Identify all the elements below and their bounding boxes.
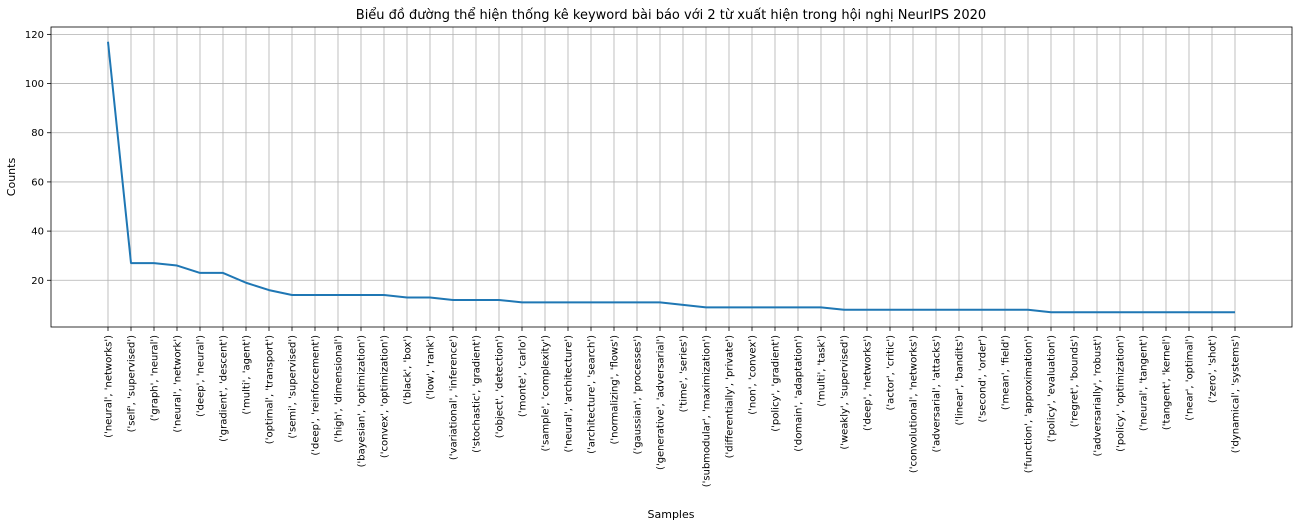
x-tick-label: ('dynamical', 'systems'): [1231, 335, 1242, 453]
x-tick-label: ('policy', 'optimization'): [1116, 335, 1127, 452]
x-tick-label: ('architecture', 'search'): [587, 335, 598, 454]
x-tick-label: ('second', 'order'): [978, 335, 989, 423]
y-axis: 20 40 60 80 100 120: [25, 30, 51, 287]
x-tick-label: ('neural', 'networks'): [104, 335, 115, 438]
x-tick-label: ('submodular', 'maximization'): [702, 335, 713, 487]
x-tick-label: ('generative', 'adversarial'): [656, 335, 667, 470]
x-tick-label: ('normalizing', 'flows'): [610, 335, 621, 445]
x-tick-label: ('high', 'dimensional'): [334, 335, 345, 443]
y-tick-label: 100: [25, 79, 44, 90]
x-tick-label: ('monte', 'carlo'): [518, 335, 529, 417]
x-tick-label: ('stochastic', 'gradient'): [472, 335, 483, 453]
x-tick-label: ('gradient', 'descent'): [219, 335, 230, 442]
x-tick-label: ('policy', 'gradient'): [771, 335, 782, 432]
x-tick-label: ('multi', 'agent'): [242, 335, 253, 415]
x-tick-label: ('adversarial', 'attacks'): [932, 335, 943, 453]
y-tick-label: 40: [31, 227, 44, 238]
x-tick-label: ('tangent', 'kernel'): [1162, 335, 1173, 430]
x-axis: ('neural', 'networks') ('self', 'supervis…: [104, 327, 1242, 487]
y-gridlines: [51, 33, 1292, 281]
x-tick-label: ('neural', 'tangent'): [1139, 335, 1150, 431]
x-tick-label: ('convex', 'optimization'): [380, 335, 391, 458]
y-tick-label: 20: [31, 276, 44, 287]
y-tick-label: 120: [25, 30, 44, 41]
y-tick-label: 80: [31, 128, 44, 139]
x-tick-label: ('sample', 'complexity'): [541, 335, 552, 452]
x-tick-label: ('time', 'series'): [679, 335, 690, 412]
x-tick-label: ('convolutional', 'networks'): [909, 335, 920, 473]
x-tick-label: ('black', 'box'): [403, 335, 414, 405]
y-axis-label: Counts: [5, 158, 18, 197]
x-tick-label: ('semi', 'supervised'): [288, 335, 299, 439]
y-tick-label: 60: [31, 177, 44, 188]
x-axis-label: Samples: [648, 508, 695, 521]
x-tick-label: ('mean', 'field'): [1001, 335, 1012, 410]
x-tick-label: ('deep', 'networks'): [863, 335, 874, 431]
x-tick-label: ('gaussian', 'processes'): [633, 335, 644, 455]
x-tick-label: ('near', 'optimal'): [1185, 335, 1196, 421]
plot-frame: [50, 26, 1293, 328]
x-tick-label: ('variational', 'inference'): [449, 335, 460, 460]
x-tick-label: ('domain', 'adaptation'): [794, 335, 805, 452]
x-tick-label: ('actor', 'critic'): [886, 335, 897, 411]
x-tick-label: ('function', 'approximation'): [1024, 335, 1035, 473]
x-tick-label: ('neural', 'architecture'): [564, 335, 575, 453]
chart-title: Biểu đồ đường thể hiện thống kê keyword …: [356, 8, 986, 23]
x-tick-label: ('differentially', 'private'): [725, 335, 736, 458]
x-tick-label: ('linear', 'bandits'): [955, 335, 966, 426]
x-tick-label: ('object', 'detection'): [495, 335, 506, 438]
x-tick-label: ('self', 'supervised'): [127, 335, 138, 432]
x-tick-label: ('adversarially', 'robust'): [1093, 335, 1104, 457]
x-tick-label: ('neural', 'network'): [173, 335, 184, 433]
x-tick-label: ('non', 'convex'): [748, 335, 759, 415]
series-line: [107, 41, 1235, 314]
x-tick-label: ('optimal', 'transport'): [265, 335, 276, 444]
x-tick-label: ('bayesian', 'optimization'): [357, 335, 368, 467]
x-tick-label: ('deep', 'neural'): [196, 335, 207, 417]
x-tick-label: ('weakly', 'supervised'): [840, 335, 851, 450]
x-gridlines: [107, 27, 1236, 327]
x-tick-label: ('regret', 'bounds'): [1070, 335, 1081, 427]
x-tick-label: ('zero', 'shot'): [1208, 335, 1219, 403]
x-tick-label: ('low', 'rank'): [426, 335, 437, 400]
x-tick-label: ('graph', 'neural'): [150, 335, 161, 421]
x-tick-label: ('policy', 'evaluation'): [1047, 335, 1058, 442]
x-tick-label: ('multi', 'task'): [817, 335, 828, 407]
x-tick-label: ('deep', 'reinforcement'): [311, 335, 322, 456]
